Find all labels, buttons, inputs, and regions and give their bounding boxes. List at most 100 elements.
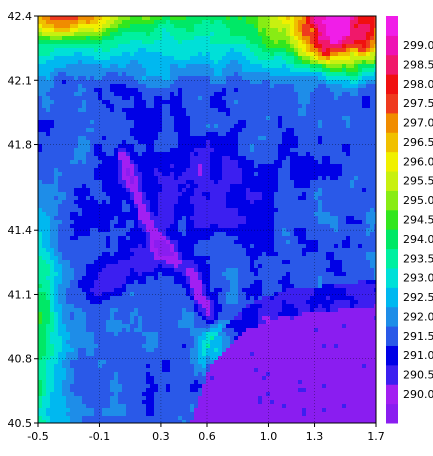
heatmap-cell bbox=[74, 64, 79, 69]
heatmap-cell bbox=[290, 136, 295, 141]
heatmap-cell bbox=[326, 108, 331, 113]
heatmap-cell bbox=[46, 168, 51, 173]
heatmap-cell bbox=[294, 28, 299, 33]
heatmap-cell bbox=[66, 36, 71, 41]
heatmap-cell bbox=[306, 84, 311, 89]
heatmap-cell bbox=[54, 40, 59, 45]
heatmap-cell bbox=[314, 116, 319, 121]
heatmap-cell bbox=[134, 100, 139, 105]
heatmap-cell bbox=[326, 236, 331, 241]
heatmap-cell bbox=[270, 184, 275, 189]
heatmap-cell bbox=[338, 84, 343, 89]
heatmap-cell bbox=[110, 68, 115, 73]
heatmap-cell bbox=[258, 112, 263, 117]
heatmap-cell bbox=[194, 72, 199, 77]
heatmap-cell bbox=[198, 48, 203, 53]
heatmap-cell bbox=[182, 200, 187, 205]
heatmap-cell bbox=[214, 228, 219, 233]
heatmap-cell bbox=[138, 232, 143, 237]
heatmap-cell bbox=[362, 140, 367, 145]
heatmap-cell bbox=[90, 208, 95, 213]
heatmap-cell bbox=[214, 200, 219, 205]
heatmap-cell bbox=[114, 144, 119, 149]
heatmap-cell bbox=[214, 28, 219, 33]
heatmap-cell bbox=[262, 244, 267, 249]
heatmap-cell bbox=[290, 204, 295, 209]
heatmap-cell bbox=[194, 36, 199, 41]
heatmap-cell bbox=[330, 48, 335, 53]
heatmap-cell bbox=[346, 136, 351, 141]
heatmap-cell bbox=[354, 104, 359, 109]
heatmap-cell bbox=[186, 80, 191, 85]
heatmap-cell bbox=[318, 220, 323, 225]
heatmap-cell bbox=[174, 88, 179, 93]
heatmap-cell bbox=[258, 16, 263, 21]
heatmap-cell bbox=[134, 96, 139, 101]
heatmap-cell bbox=[330, 148, 335, 153]
heatmap-cell bbox=[374, 164, 376, 169]
heatmap-cell bbox=[158, 204, 163, 209]
heatmap-cell bbox=[294, 64, 299, 69]
heatmap-cell bbox=[130, 92, 135, 97]
heatmap-cell bbox=[334, 204, 339, 209]
heatmap-cell bbox=[290, 164, 295, 169]
heatmap-cell bbox=[242, 244, 247, 249]
heatmap-cell bbox=[346, 140, 351, 145]
heatmap-cell bbox=[54, 76, 59, 81]
heatmap-cell bbox=[338, 76, 343, 81]
heatmap-cell bbox=[250, 36, 255, 41]
heatmap-cell bbox=[170, 232, 175, 237]
heatmap-cell bbox=[38, 152, 43, 157]
heatmap-cell bbox=[290, 36, 295, 41]
heatmap-cell bbox=[190, 64, 195, 69]
heatmap-cell bbox=[282, 24, 287, 29]
heatmap-cell bbox=[334, 20, 339, 25]
heatmap-cell bbox=[130, 172, 135, 177]
heatmap-cell bbox=[230, 228, 235, 233]
heatmap-cell bbox=[170, 36, 175, 41]
heatmap-cell bbox=[226, 88, 231, 93]
heatmap-cell bbox=[270, 176, 275, 181]
heatmap-cell bbox=[234, 92, 239, 97]
heatmap-cell bbox=[110, 220, 115, 225]
heatmap-cell bbox=[114, 60, 119, 65]
heatmap-cell bbox=[114, 96, 119, 101]
heatmap-cell bbox=[154, 164, 159, 169]
heatmap-cell bbox=[302, 220, 307, 225]
heatmap-cell bbox=[310, 88, 315, 93]
heatmap-cell bbox=[138, 48, 143, 53]
heatmap-cell bbox=[178, 216, 183, 221]
heatmap-cell bbox=[210, 240, 215, 245]
heatmap-cell bbox=[158, 100, 163, 105]
heatmap-cell bbox=[234, 72, 239, 77]
heatmap-cell bbox=[294, 52, 299, 57]
heatmap-cell bbox=[254, 240, 259, 245]
heatmap-cell bbox=[314, 200, 319, 205]
heatmap-cell bbox=[150, 32, 155, 37]
heatmap-cell bbox=[314, 48, 319, 53]
heatmap-cell bbox=[346, 156, 351, 161]
heatmap-cell bbox=[342, 72, 347, 77]
heatmap-cell bbox=[214, 244, 219, 249]
heatmap-cell bbox=[102, 168, 107, 173]
heatmap-cell bbox=[346, 224, 351, 229]
heatmap-cell bbox=[130, 148, 135, 153]
heatmap-cell bbox=[154, 76, 159, 81]
heatmap-cell bbox=[70, 208, 75, 213]
heatmap-cell bbox=[142, 180, 147, 185]
heatmap-cell bbox=[42, 168, 47, 173]
heatmap-cell bbox=[218, 216, 223, 221]
heatmap-cell bbox=[366, 144, 371, 149]
heatmap-cell bbox=[290, 96, 295, 101]
heatmap-cell bbox=[158, 244, 163, 249]
heatmap-cell bbox=[370, 80, 375, 85]
heatmap-cell bbox=[250, 208, 255, 213]
heatmap-cell bbox=[366, 148, 371, 153]
heatmap-cell bbox=[154, 140, 159, 145]
heatmap-cell bbox=[90, 76, 95, 81]
heatmap-cell bbox=[38, 224, 43, 229]
heatmap-cell bbox=[174, 184, 179, 189]
heatmap-cell bbox=[202, 232, 207, 237]
heatmap-cell bbox=[250, 228, 255, 233]
heatmap-cell bbox=[226, 148, 231, 153]
